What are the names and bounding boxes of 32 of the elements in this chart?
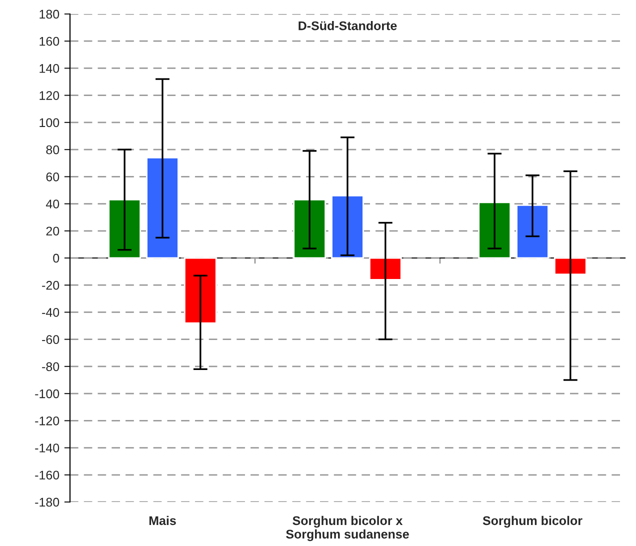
y-tick-label: -100 <box>35 389 60 398</box>
y-tick-label: -160 <box>35 470 60 480</box>
y-tick-label: 180 <box>40 10 60 19</box>
y-tick-label: 100 <box>40 118 60 128</box>
bar <box>146 156 179 259</box>
y-tick-label: -80 <box>42 362 60 372</box>
y-tick-label: 0 <box>53 254 60 263</box>
bar <box>516 204 549 259</box>
bar <box>293 199 326 259</box>
x-tick-label: Sorghum bicolor <box>482 516 582 528</box>
bar <box>554 257 587 275</box>
y-tick-label: -140 <box>35 444 60 452</box>
y-tick-label: -180 <box>35 498 60 507</box>
y-tick-label: 80 <box>46 145 60 154</box>
y-tick-label: 60 <box>46 172 60 182</box>
x-tick-label: Sorghum bicolor x Sorghum sudanense <box>286 516 409 542</box>
bar <box>108 199 141 259</box>
bar <box>478 202 511 259</box>
y-tick-label: -40 <box>42 308 60 317</box>
x-tick-label: Mais <box>149 516 176 526</box>
bar <box>331 194 364 259</box>
y-tick-label: 20 <box>46 226 60 236</box>
y-tick-label: 40 <box>46 200 60 208</box>
y-tick-label: 140 <box>40 64 60 73</box>
bar <box>369 257 402 280</box>
y-tick-label: 120 <box>40 91 60 100</box>
chart-title: D-Süd-Standorte <box>298 21 397 30</box>
y-tick-label: -120 <box>35 416 60 426</box>
y-tick-label: -60 <box>42 335 60 344</box>
bar <box>184 257 217 324</box>
y-tick-label: -20 <box>42 280 60 290</box>
y-tick-label: 160 <box>40 36 60 46</box>
